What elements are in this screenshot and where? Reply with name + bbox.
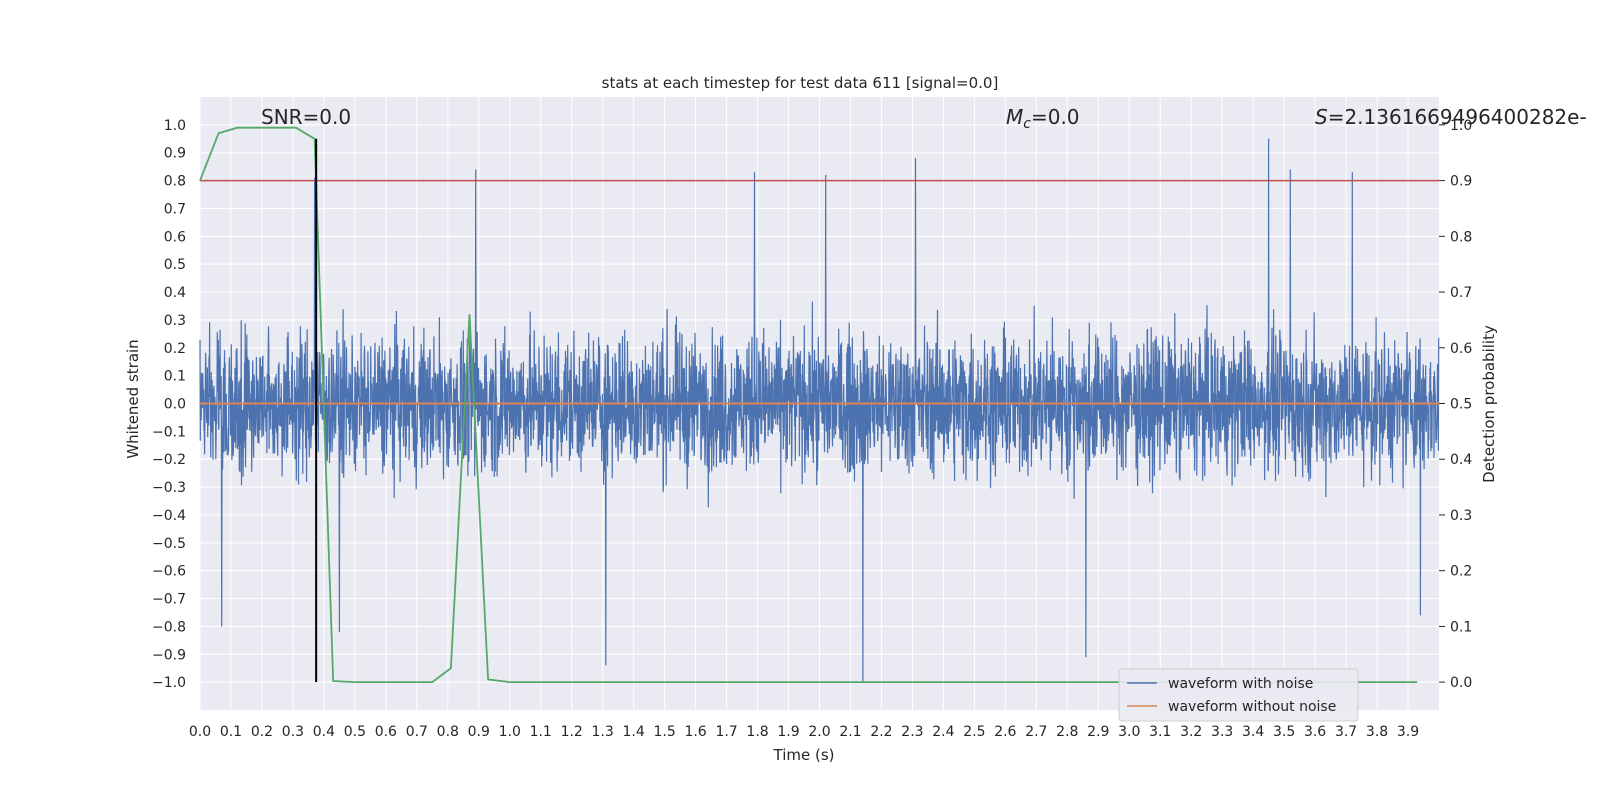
detection-probability-line (199, 126, 1418, 683)
legend-label-clean: waveform without noise (1168, 699, 1336, 715)
y-axis-label: Whitened strain (124, 339, 142, 458)
y-tick-label: −0.3 (152, 480, 186, 496)
y-tick-label: 0.4 (164, 285, 186, 301)
x-tick-label: 2.0 (808, 724, 830, 740)
x-tick-label: 0.7 (406, 724, 428, 740)
x-tick-label: 3.9 (1397, 724, 1419, 740)
snr-annotation: SNR=0.0 (261, 105, 351, 129)
y-tick-label: −0.8 (152, 619, 186, 635)
chirp-mass-annotation: Mc=0.0 (1006, 105, 1080, 132)
y-tick-label: 0.1 (164, 369, 186, 385)
x-tick-label: 2.6 (994, 724, 1016, 740)
series-layer (199, 126, 1439, 683)
x-tick-label: 3.6 (1304, 724, 1326, 740)
y-tick-label: −1.0 (152, 675, 186, 691)
x-tick-label: 2.8 (1056, 724, 1078, 740)
y-tick-label: −0.5 (152, 536, 186, 552)
x-axis-label: Time (s) (773, 746, 835, 764)
legend: waveform with noise waveform without noi… (1118, 668, 1359, 722)
legend-label-noisy: waveform with noise (1168, 676, 1313, 692)
x-tick-label: 1.7 (715, 724, 737, 740)
x-tick-label: 0.1 (220, 724, 242, 740)
x-tick-label: 1.9 (777, 724, 799, 740)
x-tick-label: 3.5 (1273, 724, 1295, 740)
y-tick-label: −0.4 (152, 508, 186, 524)
right-y-tick-label: 0.7 (1450, 285, 1472, 301)
x-tick-label: 2.4 (932, 724, 954, 740)
x-tick-label: 2.3 (901, 724, 923, 740)
y-tick-label: −0.6 (152, 564, 186, 580)
x-tick-label: 3.0 (1118, 724, 1140, 740)
x-tick-label: 0.6 (375, 724, 397, 740)
right-y-tick-label: 0.4 (1450, 452, 1472, 468)
y-tick-label: 0.8 (164, 174, 186, 190)
x-tick-label: 1.3 (592, 724, 614, 740)
right-y-tick-label: 0.2 (1450, 564, 1472, 580)
x-tick-label: 1.6 (684, 724, 706, 740)
x-tick-label: 3.8 (1366, 724, 1388, 740)
right-y-tick-label: 1.0 (1450, 118, 1472, 134)
x-ticks: 0.0 0.1 0.2 0.3 0.4 0.5 0.6 0.7 0.8 0.9 1.0 1.1 1.2 1… (189, 724, 1419, 740)
right-y-tick-label: 0.3 (1450, 508, 1472, 524)
left-y-ticks: 1.0 0.9 0.8 0.7 0.6 0.5 0.4 0.3 0.2 0.1 0.0 −0.1 −0.… (152, 118, 186, 691)
y-tick-label: −0.1 (152, 424, 186, 440)
s-annotation: S=2.1361669496400282e- (1315, 105, 1587, 129)
y-tick-label: 0.7 (164, 201, 186, 217)
right-y-tick-label: 0.9 (1450, 174, 1472, 190)
x-tick-label: 1.4 (623, 724, 645, 740)
x-tick-label: 1.0 (499, 724, 521, 740)
x-tick-label: 2.5 (963, 724, 985, 740)
x-tick-label: 2.7 (1025, 724, 1047, 740)
right-y-tick-label: 0.0 (1450, 675, 1472, 691)
y-tick-label: 0.3 (164, 313, 186, 329)
x-tick-label: 0.0 (189, 724, 211, 740)
right-y-tick-label: 0.1 (1450, 619, 1472, 635)
x-tick-label: 2.1 (839, 724, 861, 740)
y-tick-label: 1.0 (164, 118, 186, 134)
y-tick-label: 0.0 (164, 397, 186, 413)
right-y-tick-label: 0.5 (1450, 397, 1472, 413)
y-tick-label: 0.5 (164, 257, 186, 273)
x-tick-label: 2.9 (1087, 724, 1109, 740)
right-y-ticks: 1.0 0.9 0.8 0.7 0.6 0.5 0.4 0.3 0.2 0.1 0.0 (1439, 118, 1472, 691)
chart-title: stats at each timestep for test data 611… (602, 74, 999, 92)
x-tick-label: 3.7 (1335, 724, 1357, 740)
x-tick-label: 0.8 (437, 724, 459, 740)
x-tick-label: 0.2 (251, 724, 273, 740)
y-tick-label: 0.6 (164, 229, 186, 245)
y-tick-label: −0.2 (152, 452, 186, 468)
right-y-tick-label: 0.6 (1450, 341, 1472, 357)
x-tick-label: 2.2 (870, 724, 892, 740)
right-y-axis-label: Detection probability (1480, 325, 1498, 483)
y-tick-label: −0.9 (152, 647, 186, 663)
x-tick-label: 0.5 (344, 724, 366, 740)
y-tick-label: −0.7 (152, 592, 186, 608)
x-tick-label: 1.5 (653, 724, 675, 740)
right-y-tick-label: 0.8 (1450, 229, 1472, 245)
x-tick-label: 0.3 (282, 724, 304, 740)
x-tick-label: 3.4 (1242, 724, 1264, 740)
y-tick-label: 0.2 (164, 341, 186, 357)
x-tick-label: 3.3 (1211, 724, 1233, 740)
y-tick-label: 0.9 (164, 146, 186, 162)
x-tick-label: 0.9 (468, 724, 490, 740)
x-tick-label: 3.2 (1180, 724, 1202, 740)
legend-box (1118, 668, 1359, 722)
x-tick-label: 1.8 (746, 724, 768, 740)
x-tick-label: 1.2 (561, 724, 583, 740)
x-tick-label: 3.1 (1149, 724, 1171, 740)
x-tick-label: 1.1 (530, 724, 552, 740)
x-tick-label: 0.4 (313, 724, 335, 740)
